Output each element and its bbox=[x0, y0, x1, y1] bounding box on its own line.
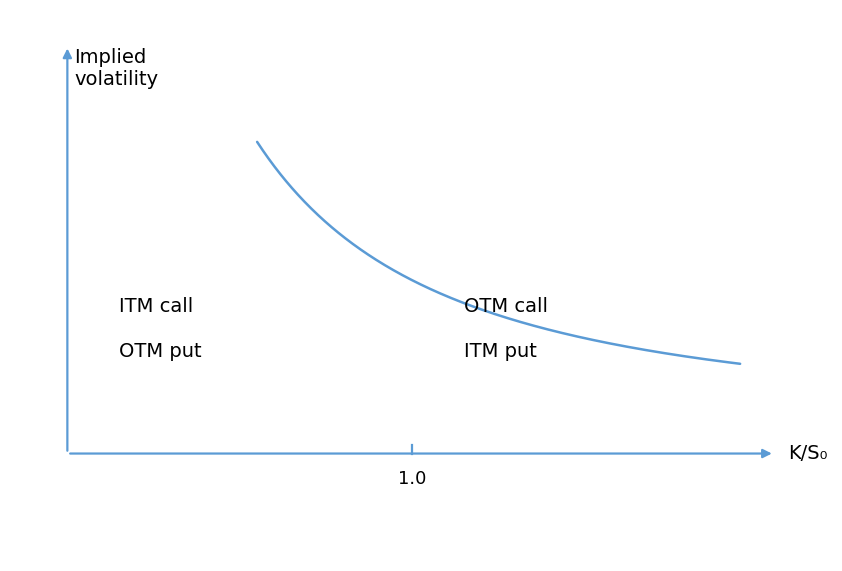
Text: ITM put: ITM put bbox=[464, 342, 537, 361]
Text: ITM call: ITM call bbox=[119, 297, 194, 316]
Text: OTM put: OTM put bbox=[119, 342, 202, 361]
Text: K/S₀: K/S₀ bbox=[788, 444, 828, 463]
Text: Implied
volatility: Implied volatility bbox=[74, 48, 158, 89]
Text: 1.0: 1.0 bbox=[398, 470, 427, 488]
Text: OTM call: OTM call bbox=[464, 297, 548, 316]
